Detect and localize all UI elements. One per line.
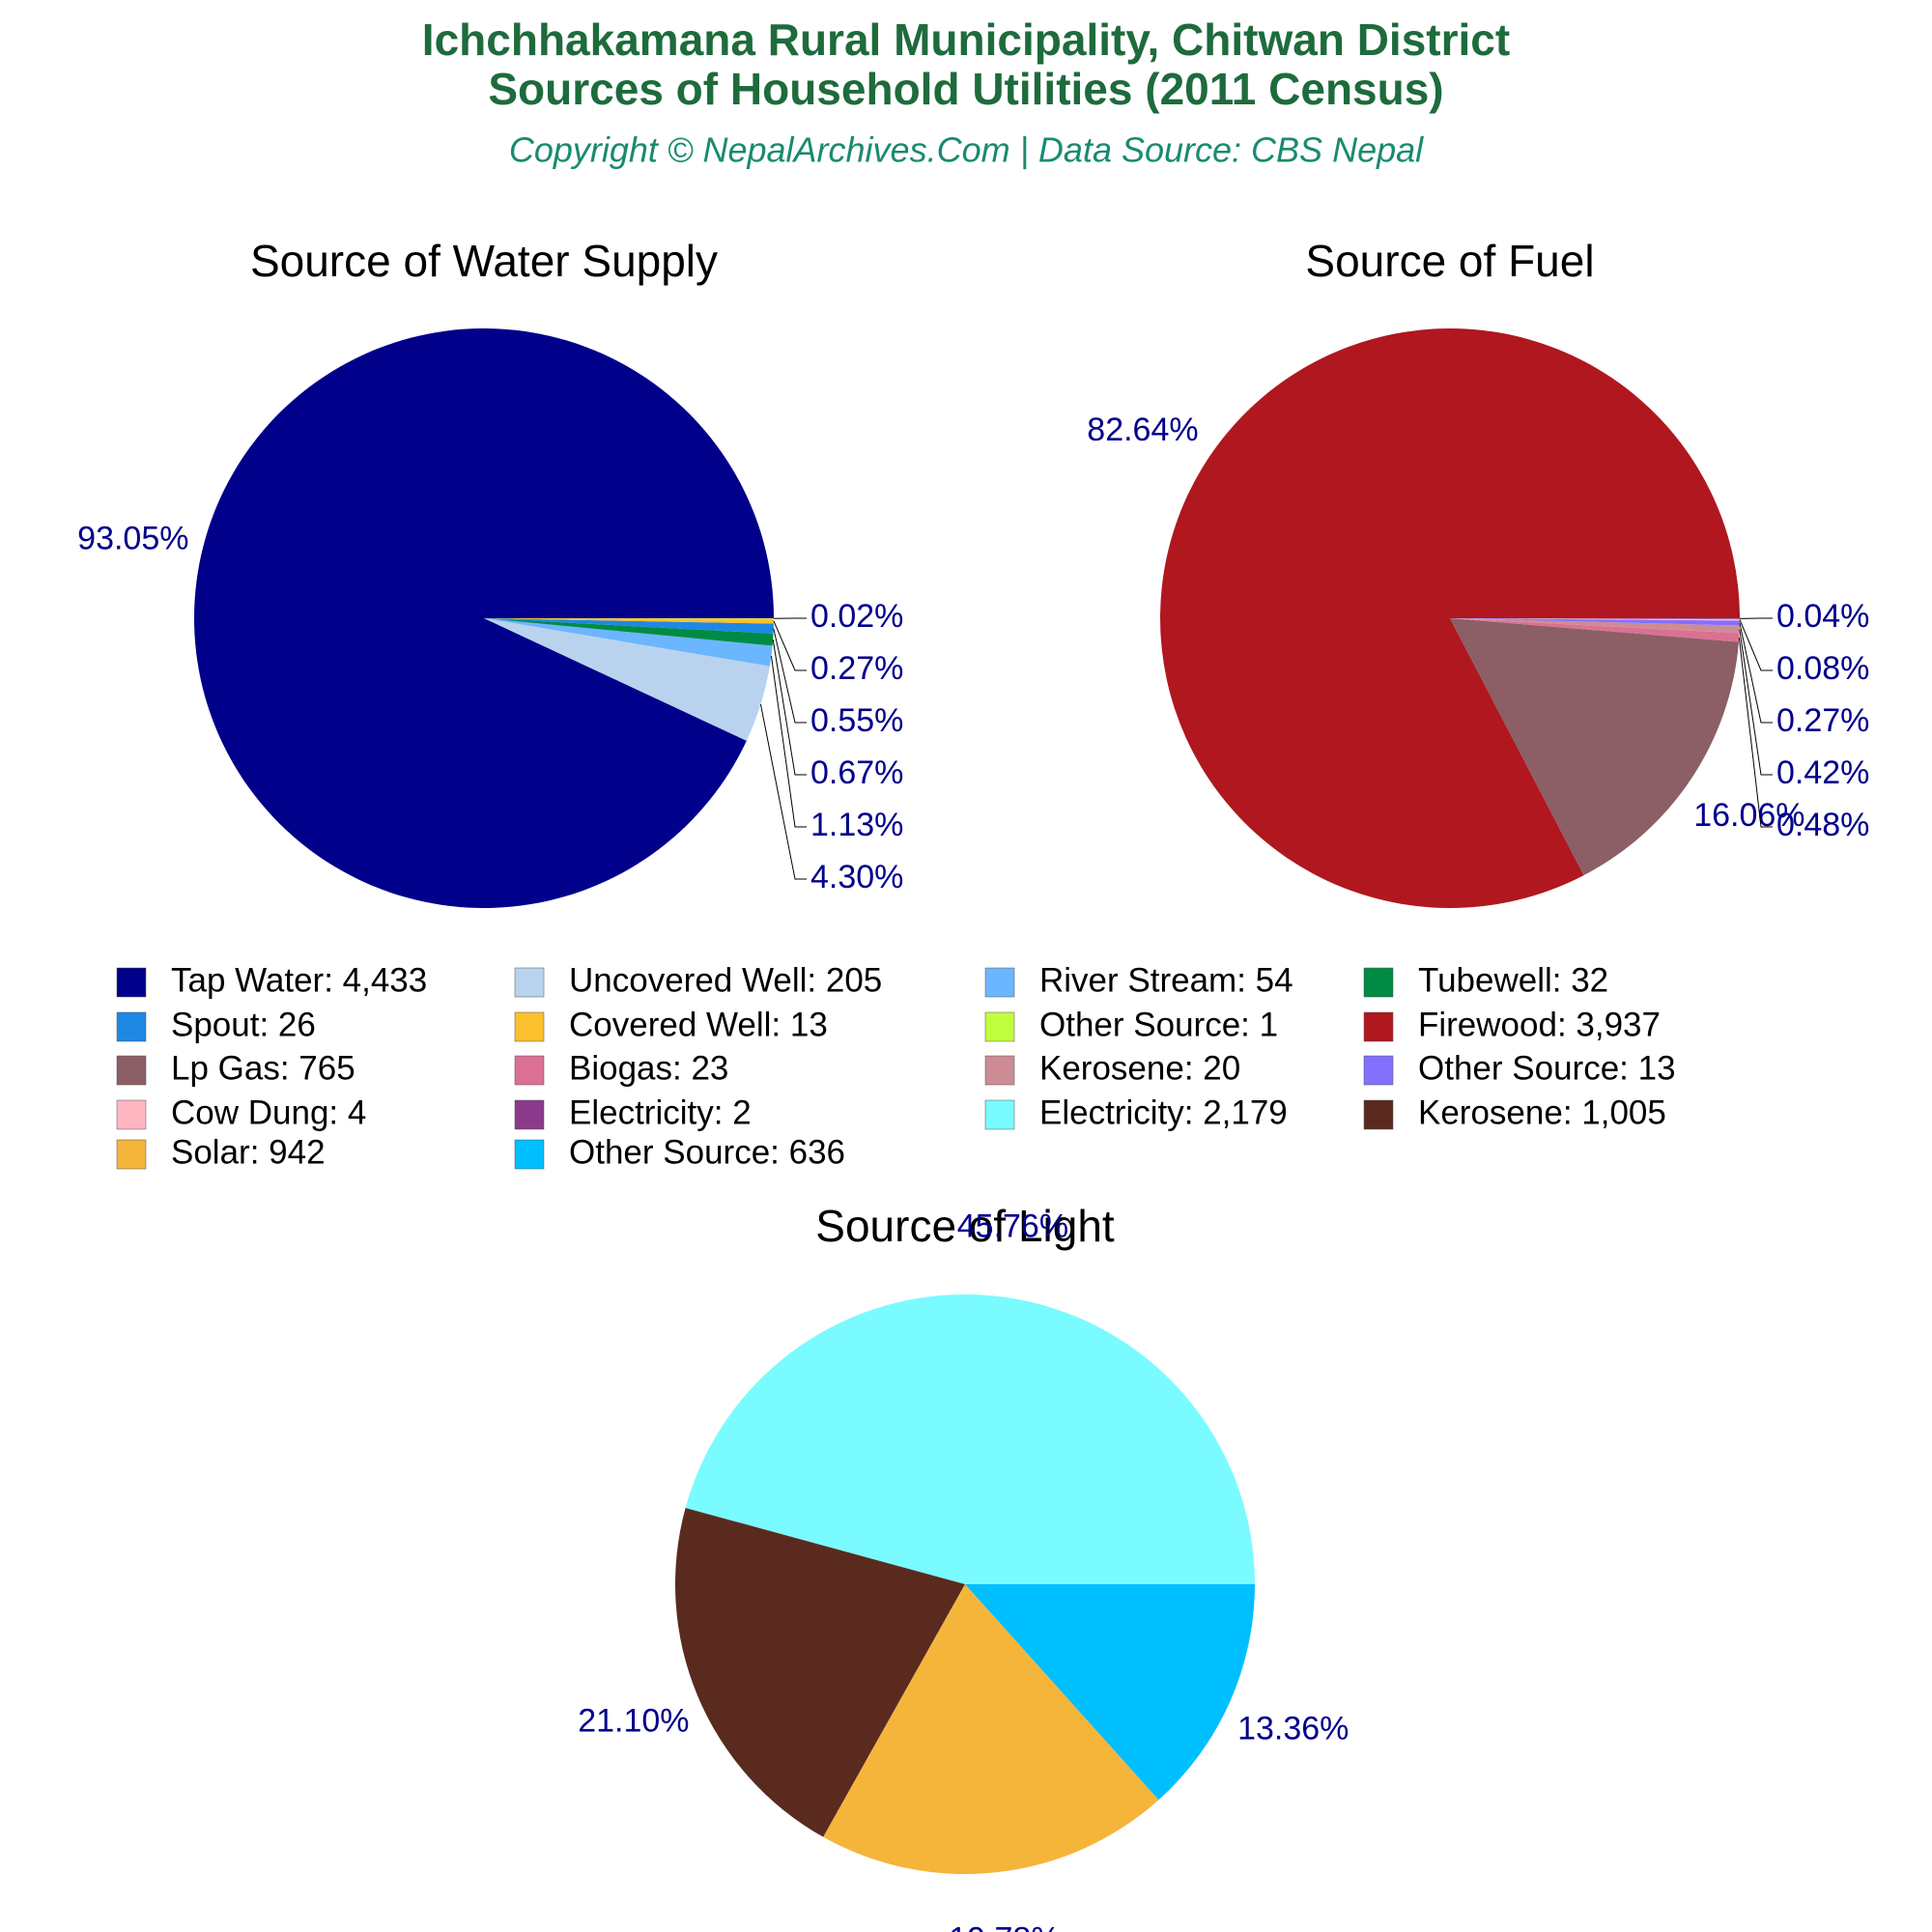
- value-label: 0.42%: [1776, 754, 1869, 791]
- leader-line: [770, 655, 807, 828]
- value-label: 0.67%: [810, 754, 903, 791]
- legend-swatch: [116, 1139, 147, 1170]
- pie-slice: [484, 618, 774, 624]
- legend-swatch: [1363, 967, 1394, 998]
- legend-swatch: [984, 1055, 1015, 1086]
- legend-swatch: [1363, 1099, 1394, 1130]
- legend-label: Other Source: 13: [1418, 1049, 1676, 1087]
- leader-line: [772, 639, 807, 776]
- leader-line: [1739, 619, 1773, 671]
- value-label: 1.13%: [810, 807, 903, 843]
- legend-swatch: [116, 1011, 147, 1042]
- leader-line: [1739, 629, 1773, 776]
- legend-swatch: [116, 1055, 147, 1086]
- legend-swatch: [116, 967, 147, 998]
- pie-slice: [1450, 618, 1740, 634]
- value-label: 0.02%: [810, 598, 903, 635]
- legend-swatch: [514, 1055, 545, 1086]
- legend-label: Kerosene: 20: [1039, 1049, 1240, 1087]
- legend-swatch: [984, 967, 1015, 998]
- value-label: 13.36%: [1237, 1711, 1349, 1747]
- value-label: 19.78%: [949, 1921, 1060, 1932]
- pie-slice: [484, 618, 770, 741]
- legend-label: Tap Water: 4,433: [171, 961, 427, 999]
- legend-swatch: [514, 967, 545, 998]
- legend-swatch: [1363, 1011, 1394, 1042]
- pie-slice: [1450, 618, 1740, 621]
- value-label: 82.64%: [1087, 412, 1198, 448]
- pie-slice: [1450, 618, 1740, 619]
- leader-line: [759, 703, 807, 880]
- legend-label: Uncovered Well: 205: [569, 961, 882, 999]
- legend-label: Lp Gas: 765: [171, 1049, 355, 1087]
- value-label: 0.55%: [810, 702, 903, 739]
- leader-line: [1738, 637, 1773, 828]
- legend-label: River Stream: 54: [1039, 961, 1293, 999]
- pie-title: Source of Light: [815, 1201, 1115, 1251]
- pie-slice: [823, 1584, 1159, 1874]
- chart-title: Sources of Household Utilities (2011 Cen…: [488, 64, 1443, 114]
- pie-slice: [965, 1584, 1255, 1801]
- pie-title: Source of Fuel: [1305, 236, 1594, 286]
- legend-label: Other Source: 636: [569, 1133, 845, 1171]
- pie-slice: [1450, 618, 1739, 876]
- legend-swatch: [514, 1139, 545, 1170]
- legend-label: Cow Dung: 4: [171, 1094, 366, 1131]
- value-label: 0.27%: [810, 650, 903, 687]
- legend-swatch: [116, 1099, 147, 1130]
- leader-line: [773, 628, 807, 724]
- legend-label: Solar: 942: [171, 1133, 326, 1171]
- value-label: 0.08%: [1776, 650, 1869, 687]
- legend-swatch: [514, 1011, 545, 1042]
- pie-slice: [194, 327, 775, 908]
- legend-label: Electricity: 2,179: [1039, 1094, 1288, 1131]
- pie-slice: [484, 618, 773, 667]
- legend-label: Electricity: 2: [569, 1094, 752, 1131]
- pie-slice: [1160, 328, 1740, 908]
- pie-slice: [484, 618, 774, 646]
- value-label: 4.30%: [810, 859, 903, 895]
- value-label: 93.05%: [77, 520, 188, 556]
- legend-label: Spout: 26: [171, 1006, 316, 1043]
- legend-swatch: [984, 1099, 1015, 1130]
- leader-line: [1739, 622, 1773, 724]
- value-label: 0.04%: [1776, 598, 1869, 635]
- legend-label: Biogas: 23: [569, 1049, 728, 1087]
- pie-slice: [685, 1294, 1255, 1584]
- pie-slice: [1450, 618, 1740, 626]
- legend-label: Kerosene: 1,005: [1418, 1094, 1666, 1131]
- leader-line: [773, 620, 807, 671]
- legend-label: Firewood: 3,937: [1418, 1006, 1661, 1043]
- value-label: 0.48%: [1776, 807, 1869, 843]
- legend-swatch: [1363, 1055, 1394, 1086]
- copyright: Copyright © NepalArchives.Com | Data Sou…: [509, 130, 1424, 170]
- value-label: 45.76%: [957, 1208, 1068, 1244]
- legend-swatch: [514, 1099, 545, 1130]
- pie-slice: [484, 618, 774, 634]
- legend-label: Covered Well: 13: [569, 1006, 828, 1043]
- pie-slice: [1450, 618, 1740, 642]
- value-label: 0.27%: [1776, 702, 1869, 739]
- chart-title: Ichchhakamana Rural Municipality, Chitwa…: [422, 14, 1510, 65]
- pie-title: Source of Water Supply: [250, 236, 718, 286]
- legend-swatch: [984, 1011, 1015, 1042]
- legend-label: Other Source: 1: [1039, 1006, 1278, 1043]
- value-label: 21.10%: [578, 1703, 689, 1740]
- pie-slice: [675, 1507, 965, 1837]
- legend-label: Tubewell: 32: [1418, 961, 1608, 999]
- value-label: 16.06%: [1693, 797, 1804, 834]
